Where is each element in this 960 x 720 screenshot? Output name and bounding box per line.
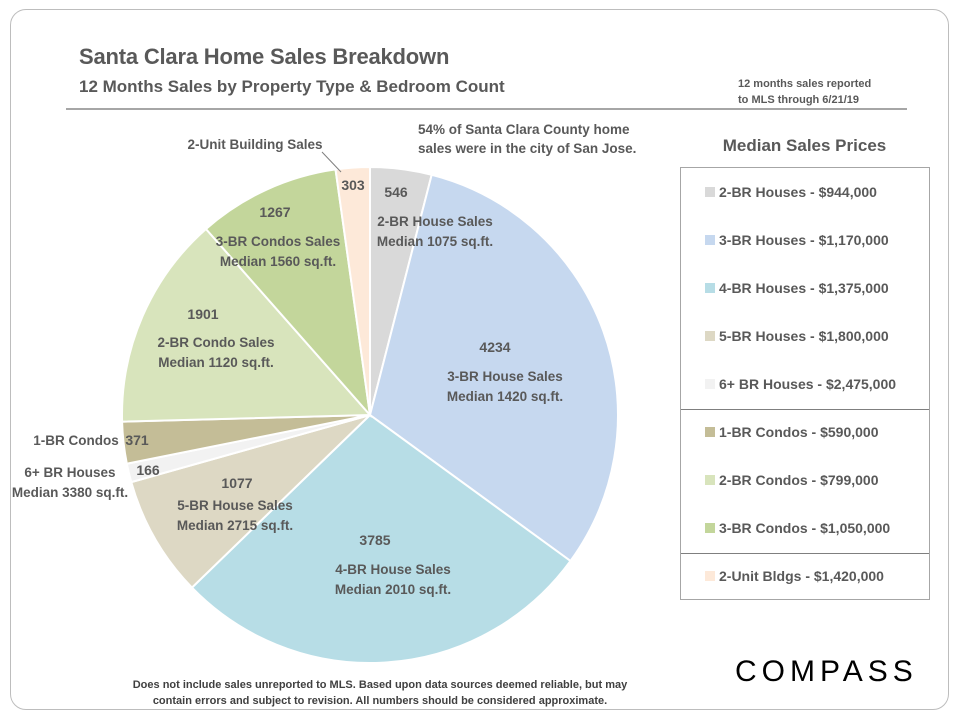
data-label-value: 1267 (259, 204, 290, 220)
disclaimer-line: contain errors and subject to revision. … (152, 695, 608, 707)
data-label-text: 2-BR House Sales (377, 214, 493, 229)
data-label-text: Median 1120 sq.ft. (158, 355, 274, 370)
legend-label: 4-BR Houses - $1,375,000 (719, 280, 889, 296)
pie-slice (121, 227, 373, 423)
data-label-value: 166 (136, 462, 160, 478)
legend-title: Median Sales Prices (722, 136, 887, 155)
legend-label: 2-BR Houses - $944,000 (719, 184, 877, 200)
legend-label: 5-BR Houses - $1,800,000 (719, 328, 889, 344)
title-divider (66, 108, 907, 110)
data-note-line: to MLS through 6/21/19 (738, 94, 860, 106)
legend-swatch (705, 235, 715, 245)
pie-labels: 546 2-BR House Sales Median 1075 sq.ft. 423… (12, 122, 636, 597)
legend-item: 1-BR Condos - $590,000 (705, 422, 879, 442)
data-label-value: 1077 (221, 475, 252, 491)
legend-item: 2-BR Condos - $799,000 (705, 470, 879, 490)
slide-frame (10, 9, 949, 710)
annotation-text: 54% of Santa Clara County home (418, 122, 630, 137)
compass-logo: COMPASS (735, 655, 918, 688)
data-label-value: 371 (125, 432, 149, 448)
pie-slice (130, 414, 371, 590)
legend-label: 1-BR Condos - $590,000 (719, 424, 879, 440)
legend-swatch (705, 283, 715, 293)
legend: 2-BR Houses - $944,000 3-BR Houses - $1,1… (680, 167, 930, 600)
legend-swatch (705, 571, 715, 581)
legend-label: 6+ BR Houses - $2,475,000 (719, 376, 897, 392)
legend-swatch (705, 427, 715, 437)
data-label-text: 6+ BR Houses (24, 465, 115, 480)
data-label-text: Median 1560 sq.ft. (220, 254, 336, 269)
legend-item: 2-BR Houses - $944,000 (705, 182, 877, 202)
data-label-text: 1-BR Condos (33, 433, 119, 448)
legend-item: 4-BR Houses - $1,375,000 (705, 278, 889, 298)
data-label-text: 3-BR House Sales (447, 369, 563, 384)
legend-item: 3-BR Houses - $1,170,000 (705, 230, 889, 250)
data-note-line: 12 months sales reported (738, 78, 872, 90)
pie-slice (368, 173, 620, 563)
legend-swatch (705, 187, 715, 197)
legend-divider (681, 409, 929, 410)
data-label-text: 3-BR Condos Sales (216, 234, 341, 249)
data-label-value: 303 (341, 177, 365, 193)
legend-label: 3-BR Houses - $1,170,000 (719, 232, 889, 248)
annotation-text: sales were in the city of San Jose. (418, 141, 636, 156)
legend-swatch (705, 379, 715, 389)
data-label-value: 546 (384, 184, 408, 200)
legend-swatch (705, 475, 715, 485)
page-title: Santa Clara Home Sales Breakdown (79, 44, 450, 69)
page-subtitle: 12 Months Sales by Property Type & Bedro… (79, 77, 505, 96)
data-label-text: 2-BR Condo Sales (157, 335, 274, 350)
disclaimer-line: Does not include sales unreported to MLS… (132, 679, 628, 691)
pie-slice (190, 413, 572, 664)
data-label-text: Median 1075 sq.ft. (377, 234, 493, 249)
data-label-text: Median 2715 sq.ft. (177, 518, 293, 533)
legend-swatch (705, 331, 715, 341)
leader-line (321, 151, 342, 173)
data-label-text: 5-BR House Sales (177, 498, 293, 513)
data-label-text: Median 1420 sq.ft. (447, 389, 563, 404)
data-label-text: Median 3380 sq.ft. (12, 485, 128, 500)
legend-item: 6+ BR Houses - $2,475,000 (705, 374, 896, 394)
disclaimer: Does not include sales unreported to MLS… (100, 677, 660, 709)
legend-swatch (705, 523, 715, 533)
data-label-text: 4-BR House Sales (335, 562, 451, 577)
data-note: 12 months sales reported to MLS through … (738, 76, 871, 108)
legend-divider (681, 553, 929, 554)
legend-item: 3-BR Condos - $1,050,000 (705, 518, 890, 538)
legend-item: 2-Unit Bldgs - $1,420,000 (705, 566, 884, 586)
legend-label: 2-BR Condos - $799,000 (719, 472, 879, 488)
data-label-value: 4234 (479, 339, 510, 355)
pie-slices (121, 165, 620, 664)
data-label-value: 3785 (359, 532, 390, 548)
data-label-text: 2-Unit Building Sales (187, 137, 322, 152)
pie-slice (334, 165, 371, 416)
legend-label: 2-Unit Bldgs - $1,420,000 (719, 568, 884, 584)
data-label-value: 1901 (187, 306, 218, 322)
legend-label: 3-BR Condos - $1,050,000 (719, 520, 891, 536)
data-label-text: Median 2010 sq.ft. (335, 582, 451, 597)
pie-slice (204, 168, 372, 419)
legend-item: 5-BR Houses - $1,800,000 (705, 326, 889, 346)
